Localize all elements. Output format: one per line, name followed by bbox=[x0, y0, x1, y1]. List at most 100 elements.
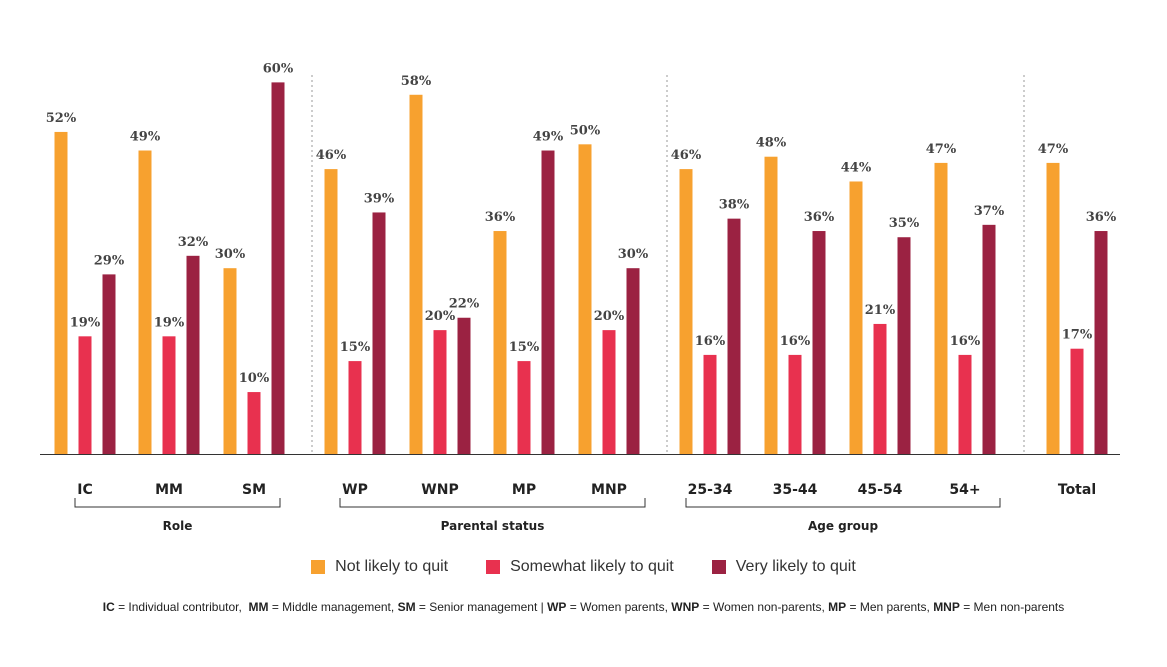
category-label: MP bbox=[512, 482, 536, 498]
bar bbox=[873, 323, 887, 454]
bar bbox=[982, 224, 996, 454]
category-label: WNP bbox=[421, 482, 458, 498]
data-label: 50% bbox=[570, 123, 601, 138]
data-label: 35% bbox=[889, 216, 920, 231]
data-label: 49% bbox=[130, 130, 161, 145]
footnote: IC = Individual contributor, MM = Middle… bbox=[0, 600, 1167, 614]
data-label: 30% bbox=[618, 247, 649, 262]
data-label: 16% bbox=[695, 334, 726, 349]
category-label: 25-34 bbox=[688, 482, 733, 498]
footnote-text: = Men non-parents bbox=[959, 600, 1065, 614]
bar bbox=[247, 392, 261, 454]
bar bbox=[457, 317, 471, 454]
bar bbox=[223, 268, 237, 454]
data-label: 29% bbox=[94, 253, 125, 268]
bar bbox=[578, 144, 592, 455]
bar bbox=[958, 354, 972, 454]
category-label: Total bbox=[1058, 482, 1096, 498]
bar bbox=[517, 361, 531, 454]
footnote-abbr: WP bbox=[547, 600, 567, 614]
group-label: Age group bbox=[808, 519, 878, 533]
category-label: 45-54 bbox=[858, 482, 903, 498]
bar bbox=[897, 237, 911, 454]
data-label: 58% bbox=[401, 74, 432, 89]
footnote-abbr: SM bbox=[397, 600, 416, 614]
legend-label: Somewhat likely to quit bbox=[510, 558, 674, 575]
category-label: 54+ bbox=[949, 482, 980, 498]
legend-item: Very likely to quit bbox=[711, 558, 856, 576]
data-label: 49% bbox=[533, 130, 564, 145]
legend-label: Not likely to quit bbox=[335, 558, 449, 575]
data-label: 32% bbox=[178, 235, 209, 250]
legend-item: Somewhat likely to quit bbox=[486, 558, 674, 576]
data-label: 47% bbox=[926, 142, 957, 157]
bar bbox=[602, 330, 616, 454]
bar bbox=[703, 354, 717, 454]
bar bbox=[679, 169, 693, 454]
footnote-text: = Women non-parents, bbox=[699, 600, 829, 614]
data-label: 10% bbox=[239, 371, 270, 386]
data-label: 22% bbox=[449, 297, 480, 312]
bar bbox=[812, 231, 826, 454]
data-label: 36% bbox=[1086, 210, 1117, 225]
legend-swatch bbox=[711, 560, 726, 574]
bar bbox=[1094, 231, 1108, 454]
data-label: 19% bbox=[154, 315, 185, 330]
bar bbox=[409, 94, 423, 454]
footnote-text: = Middle management, bbox=[268, 600, 398, 614]
bar-chart: 52% 19% 29% IC 49% 19% 32% MM 30% 10% 60% SM Role 46%… bbox=[40, 61, 1120, 533]
category-label: MM bbox=[155, 482, 183, 498]
legend-swatch bbox=[486, 560, 501, 574]
bar bbox=[541, 150, 555, 455]
data-label: 16% bbox=[780, 334, 811, 349]
group-label: Parental status bbox=[441, 519, 545, 533]
legend-label: Very likely to quit bbox=[735, 558, 856, 575]
footnote-abbr: IC bbox=[102, 600, 115, 614]
data-label: 30% bbox=[215, 247, 246, 262]
group-bracket bbox=[74, 498, 281, 508]
data-label: 17% bbox=[1062, 328, 1093, 343]
bar bbox=[54, 131, 68, 454]
bar bbox=[493, 231, 507, 454]
bar bbox=[626, 268, 640, 454]
legend-swatch bbox=[311, 560, 326, 574]
data-label: 47% bbox=[1038, 142, 1069, 157]
bar bbox=[348, 361, 362, 454]
footnote-abbr: MM bbox=[248, 600, 269, 614]
bar bbox=[102, 274, 116, 454]
data-label: 15% bbox=[340, 340, 371, 355]
data-label: 52% bbox=[46, 111, 77, 126]
data-label: 19% bbox=[70, 315, 101, 330]
data-label: 36% bbox=[804, 210, 835, 225]
category-label: IC bbox=[77, 482, 92, 498]
category-label: 35-44 bbox=[773, 482, 818, 498]
data-label: 39% bbox=[364, 191, 395, 206]
category-label: MNP bbox=[591, 482, 627, 498]
footnote-abbr: WNP bbox=[671, 600, 700, 614]
bar bbox=[1070, 348, 1084, 454]
legend: Not likely to quit Somewhat likely to qui… bbox=[0, 558, 1167, 576]
bar bbox=[324, 169, 338, 454]
footnote-text: = Women parents, bbox=[566, 600, 672, 614]
data-label: 48% bbox=[756, 136, 787, 151]
bar bbox=[788, 354, 802, 454]
bar bbox=[1046, 162, 1060, 454]
category-label: WP bbox=[342, 482, 368, 498]
data-label: 36% bbox=[485, 210, 516, 225]
bar bbox=[271, 82, 285, 455]
data-label: 15% bbox=[509, 340, 540, 355]
bar bbox=[934, 162, 948, 454]
footnote-text: = Individual contributor, bbox=[114, 600, 249, 614]
bar bbox=[849, 181, 863, 454]
footnote-text: = Senior management | bbox=[415, 600, 548, 614]
bar bbox=[138, 150, 152, 455]
bar bbox=[186, 255, 200, 454]
data-label: 44% bbox=[841, 160, 872, 175]
data-label: 20% bbox=[594, 309, 625, 324]
footnote-abbr: MP bbox=[828, 600, 847, 614]
bar bbox=[727, 218, 741, 454]
data-label: 46% bbox=[316, 148, 347, 163]
data-label: 16% bbox=[950, 334, 981, 349]
data-label: 60% bbox=[263, 61, 294, 76]
data-label: 46% bbox=[671, 148, 702, 163]
